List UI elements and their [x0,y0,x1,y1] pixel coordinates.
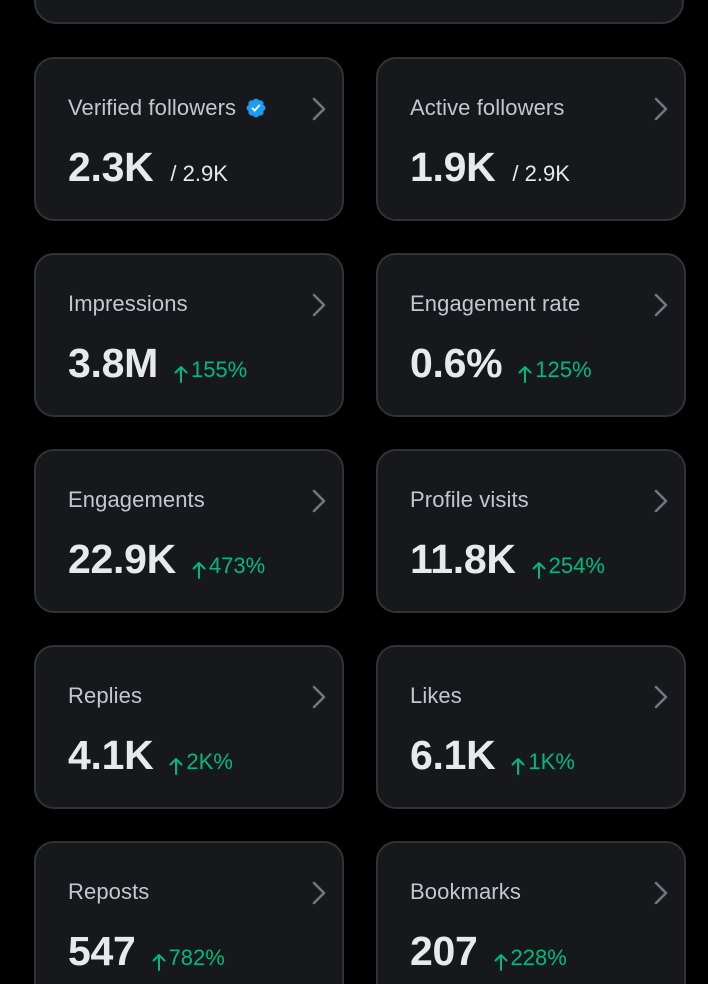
metric-label-row: Reposts [68,878,342,906]
metric-value: 3.8M [68,340,158,386]
metric-change-value: 782% [168,945,225,970]
chevron-right-icon [654,97,668,121]
metric-card-bookmarks[interactable]: Bookmarks 207 228% [376,841,686,984]
previous-card[interactable] [34,0,684,24]
chevron-right-icon [312,489,326,513]
metric-change-value: 1K% [528,749,575,774]
arrow-up-icon [169,755,183,775]
arrow-up-icon [532,559,546,579]
metric-value-row: 0.6% 125% [410,340,684,387]
metrics-grid: Verified followers 2.3K / 2.9K Active fo… [34,57,686,984]
metric-change: 125% [518,357,592,383]
arrow-up-icon [192,559,206,579]
arrow-up-icon [494,951,508,971]
metric-label: Replies [68,683,143,708]
metric-value: 22.9K [68,536,176,582]
metric-value: 4.1K [68,732,154,778]
arrow-up-icon [518,363,532,383]
metric-value-row: 22.9K 473% [68,536,342,583]
metric-value: 2.3K [68,144,154,190]
arrow-up-icon [174,363,188,383]
verified-badge-icon [245,97,267,119]
metric-change: 228% [494,945,567,971]
arrow-up-icon [152,951,166,971]
metric-label-row: Engagements [68,486,342,514]
metric-card-verified-followers[interactable]: Verified followers 2.3K / 2.9K [34,57,344,221]
metric-change: 782% [152,945,225,971]
chevron-right-icon [312,97,326,121]
metric-change: 2K% [169,749,233,775]
chevron-right-icon [312,881,326,905]
metric-change: 254% [532,553,605,579]
chevron-right-icon [312,293,326,317]
metric-label: Verified followers [68,95,237,120]
chevron-right-icon [654,293,668,317]
metric-label: Profile visits [410,487,529,512]
metric-change: 1K% [511,749,575,775]
chevron-right-icon [312,685,326,709]
metric-label-row: Profile visits [410,486,684,514]
metric-label: Bookmarks [410,879,521,904]
metric-value: 11.8K [410,536,516,582]
metric-value: 0.6% [410,340,503,386]
metric-change-value: 2K% [186,749,233,774]
metric-card-impressions[interactable]: Impressions 3.8M 155% [34,253,344,417]
metric-value: 207 [410,928,478,974]
metric-value-row: 2.3K / 2.9K [68,144,342,191]
metric-label-row: Active followers [410,94,684,122]
metric-value: 6.1K [410,732,496,778]
metric-value: 1.9K [410,144,496,190]
metric-label: Engagements [68,487,205,512]
metric-card-active-followers[interactable]: Active followers 1.9K / 2.9K [376,57,686,221]
metric-label-row: Impressions [68,290,342,318]
metric-card-profile-visits[interactable]: Profile visits 11.8K 254% [376,449,686,613]
metric-card-engagements[interactable]: Engagements 22.9K 473% [34,449,344,613]
metric-card-likes[interactable]: Likes 6.1K 1K% [376,645,686,809]
metric-card-engagement-rate[interactable]: Engagement rate 0.6% 125% [376,253,686,417]
metric-card-reposts[interactable]: Reposts 547 782% [34,841,344,984]
chevron-right-icon [654,489,668,513]
metric-label: Engagement rate [410,291,581,316]
metric-change-value: 155% [190,357,248,382]
chevron-right-icon [654,881,668,905]
metric-change: 155% [174,357,247,383]
metric-value-row: 1.9K / 2.9K [410,144,684,191]
metric-value: 547 [68,928,136,974]
metric-value-row: 207 228% [410,928,684,975]
metric-total: / 2.9K [512,161,570,186]
metric-label: Likes [410,683,462,708]
metric-value-row: 4.1K 2K% [68,732,342,779]
metric-label-row: Verified followers [68,94,342,122]
metric-label: Impressions [68,291,188,316]
metric-change-value: 254% [548,553,605,578]
metric-value-row: 547 782% [68,928,342,975]
metric-total: / 2.9K [170,161,228,186]
metric-change: 473% [192,553,265,579]
metric-label: Active followers [410,95,565,120]
metric-card-replies[interactable]: Replies 4.1K 2K% [34,645,344,809]
metric-change-value: 125% [535,357,592,382]
metric-label-row: Likes [410,682,684,710]
arrow-up-icon [511,755,525,775]
chevron-right-icon [654,685,668,709]
metric-label-row: Replies [68,682,342,710]
metric-value-row: 11.8K 254% [410,536,684,583]
metric-label-row: Bookmarks [410,878,684,906]
metric-label: Reposts [68,879,150,904]
metric-value-row: 3.8M 155% [68,340,342,387]
metric-change-value: 228% [510,945,567,970]
metric-label-row: Engagement rate [410,290,684,318]
metric-change-value: 473% [208,553,266,578]
metric-value-row: 6.1K 1K% [410,732,684,779]
